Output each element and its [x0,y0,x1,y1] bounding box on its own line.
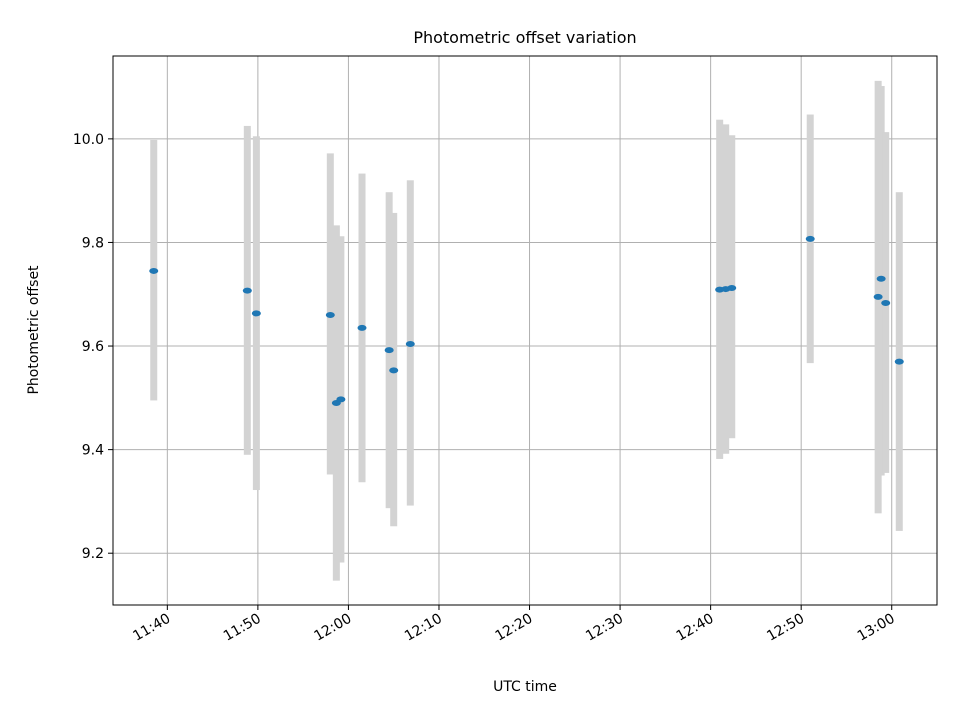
chart-title: Photometric offset variation [413,28,636,47]
data-point [336,396,346,403]
x-tick-label: 12:50 [764,611,807,645]
x-tick-label: 13:00 [855,611,898,645]
data-point [242,287,252,294]
data-point [894,358,904,365]
data-point [405,340,415,347]
errorbar-layer [150,80,903,581]
x-tick-label: 12:10 [402,611,445,645]
data-point [881,300,891,307]
x-tick-label: 11:50 [221,611,264,645]
point-layer [149,235,904,407]
x-tick-label: 12:40 [674,611,717,645]
y-tick-label: 9.4 [82,443,104,459]
data-point [805,235,815,242]
plot-frame [112,55,938,606]
y-tick-label: 9.6 [82,339,104,355]
x-tick-label: 11:40 [130,611,173,645]
data-point [384,347,394,354]
data-point [873,293,883,300]
x-tick-label: 12:00 [311,611,354,645]
data-point [727,285,737,292]
data-point [149,267,159,274]
data-point [389,367,399,374]
data-point [325,311,335,318]
x-tick-label: 12:30 [583,611,626,645]
y-tick-label: 9.8 [82,235,104,251]
x-tick-label: 12:20 [493,611,536,645]
data-point [876,275,886,282]
y-tick-label: 10.0 [73,132,104,148]
tick-layer: 11:40 11:50 12:00 12:10 12:20 12:30 12:40 12:50… [73,132,898,645]
y-tick-label: 9.2 [82,546,104,562]
data-point [357,324,367,331]
data-point [251,310,261,317]
x-axis-label: UTC time [493,679,557,695]
y-axis-label: Photometric offset [26,265,42,395]
